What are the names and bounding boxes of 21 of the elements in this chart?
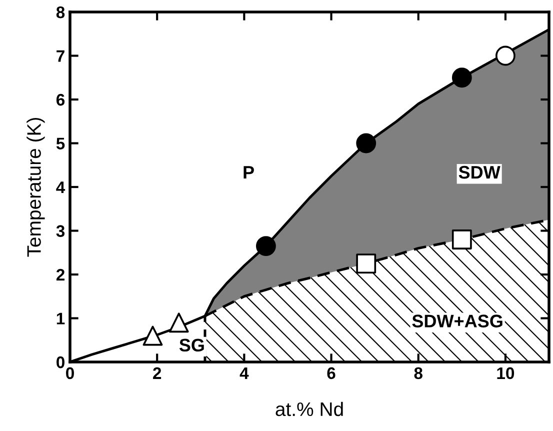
x-tick-label: 8: [414, 367, 422, 380]
x-axis-title: at.% Nd: [276, 402, 343, 416]
y-tick-label: 7: [56, 50, 64, 62]
annotation: SDW+ASG: [412, 314, 502, 328]
x-tick-label: 0: [66, 367, 74, 380]
y-tick-label: 8: [56, 6, 65, 18]
annotation: SDW: [458, 166, 500, 179]
y-tick-label: 1: [56, 312, 65, 324]
y-tick-label: 0: [56, 356, 64, 368]
x-tick-label: 2: [153, 367, 162, 379]
x-tick-label: 4: [240, 367, 249, 379]
y-tick-label: 4: [56, 182, 66, 194]
annotation: P: [244, 166, 254, 179]
y-tick-label: 3: [56, 225, 65, 237]
y-tick-label: 2: [56, 268, 64, 281]
y-tick-label: 6: [56, 94, 65, 106]
x-tick-label: 6: [327, 367, 336, 380]
x-tick-label: 10: [497, 367, 514, 380]
annotation: SG: [179, 338, 204, 352]
y-tick-label: 5: [56, 138, 65, 150]
y-axis-title: Temperature (K): [26, 118, 45, 257]
